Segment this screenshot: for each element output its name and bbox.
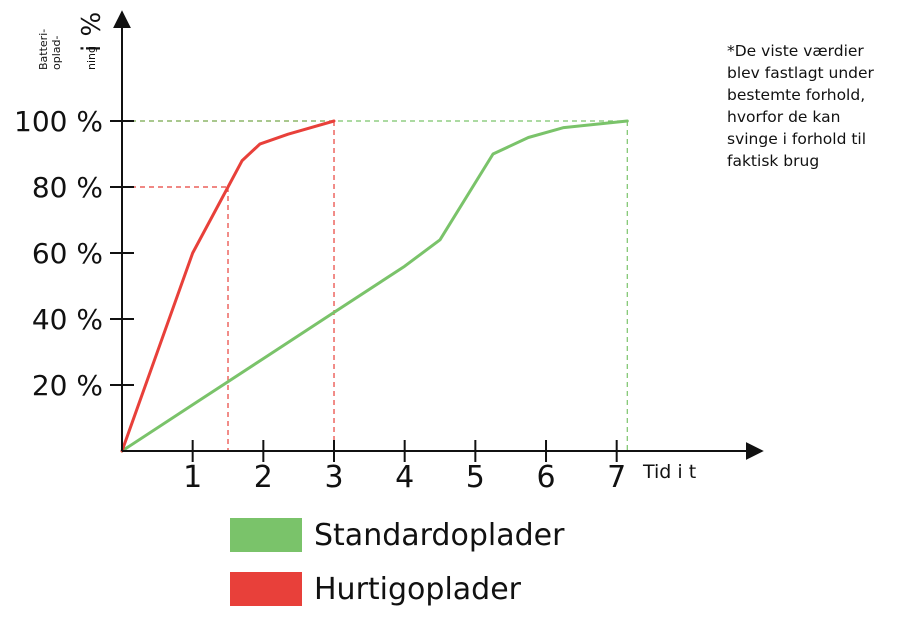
x-tick-label: 1 (183, 460, 202, 495)
legend-label-fast: Hurtigoplader (314, 571, 521, 607)
x-tick-label: 4 (395, 460, 414, 495)
y-axis-label-line-1: Batteri- (37, 29, 50, 70)
legend-swatch-standard (230, 518, 302, 552)
y-tick-label: 20 % (32, 369, 103, 402)
note-line: blev fastlagt under (727, 64, 874, 82)
legend: Standardoplader Hurtigoplader (230, 512, 564, 620)
y-axis-label-line-2: oplad- (50, 36, 63, 70)
legend-label-standard: Standardoplader (314, 517, 565, 553)
series-line-standard (120, 119, 629, 453)
disclaimer-note: *De viste værdier blev fastlagt under be… (727, 40, 911, 172)
note-line: *De viste værdier (727, 42, 864, 60)
x-tick-label: 3 (324, 460, 343, 495)
note-line: svinge i forhold til (727, 130, 867, 148)
y-tick-label: 80 % (32, 171, 103, 204)
y-tick-label: 60 % (32, 237, 103, 270)
x-tick-label: 7 (607, 460, 626, 495)
series-line-fast (120, 119, 336, 453)
charging-chart: 1 2 3 4 5 6 7 20 % 40 % 60 % 80 % 100 % Tid i t Bat… (14, 10, 764, 495)
note-line: hvorfor de kan (727, 108, 841, 126)
x-axis-label: Tid i t (642, 461, 696, 483)
note-line: bestemte forhold, (727, 86, 866, 104)
legend-item-fast: Hurtigoplader (230, 566, 564, 612)
y-tick-label: 100 % (14, 105, 103, 138)
legend-item-standard: Standardoplader (230, 512, 564, 558)
ticks: 1 2 3 4 5 6 7 20 % 40 % 60 % 80 % 100 % (14, 105, 626, 495)
x-tick-label: 5 (466, 460, 485, 495)
y-tick-label: 40 % (32, 303, 103, 336)
note-line: faktisk brug (727, 152, 820, 170)
y-axis-label-line-3: ning (85, 46, 98, 70)
x-tick-label: 6 (536, 460, 555, 495)
reference-lines (122, 120, 628, 451)
y-axis-label-unit: i % (77, 12, 107, 52)
y-axis-label: Batteri- oplad- ning i % (37, 12, 107, 70)
legend-swatch-fast (230, 572, 302, 606)
series-lines (120, 119, 629, 453)
x-tick-label: 2 (254, 460, 273, 495)
